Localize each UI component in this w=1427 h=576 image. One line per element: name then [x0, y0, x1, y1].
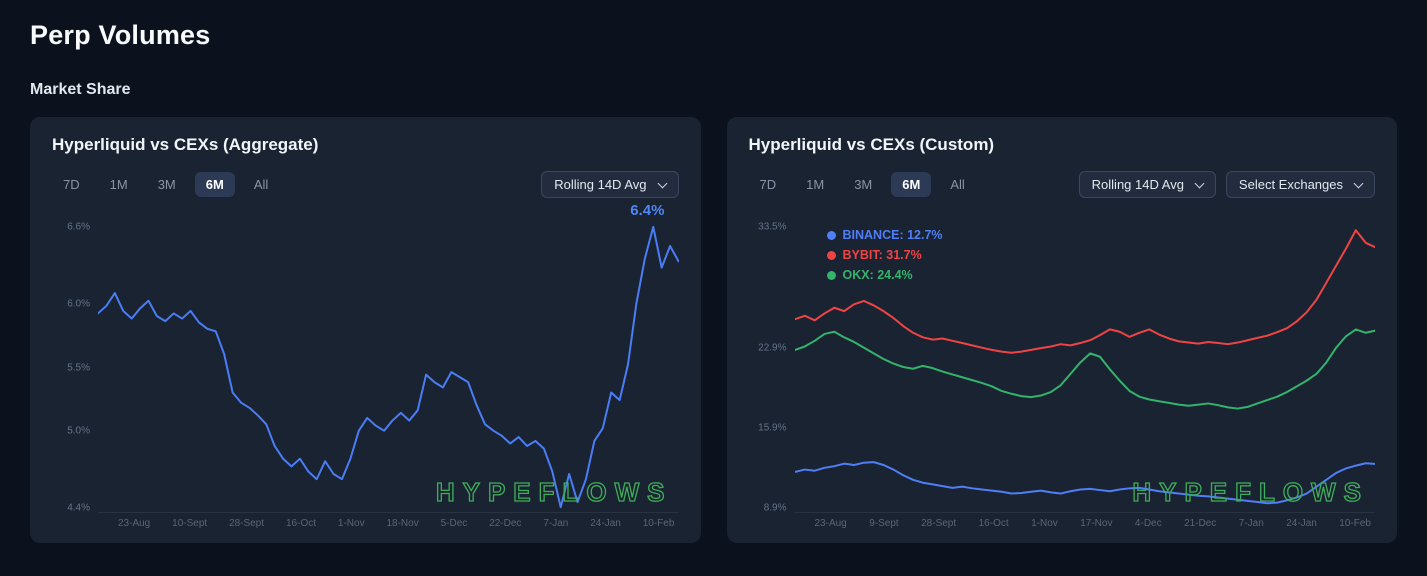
- rolling-avg-select-value: Rolling 14D Avg: [554, 177, 647, 192]
- plot-area: 33.5% 22.9% 15.9% 8.9% BINANCE: 12.7% BYBIT:…: [749, 221, 1376, 531]
- x-tick: 9-Sept: [869, 518, 899, 529]
- legend-dot-icon: [826, 270, 836, 280]
- x-tick: 28-Sept: [229, 518, 265, 529]
- x-tick: 7-Jan: [1238, 518, 1264, 529]
- charts-row: Hyperliquid vs CEXs (Aggregate) 7D 1M 3M 6M…: [30, 117, 1397, 543]
- x-tick: 24-Jan: [1286, 518, 1317, 529]
- x-tick: 4-Dec: [1134, 518, 1162, 529]
- range-tabs: 7D 1M 3M 6M All: [749, 172, 976, 197]
- x-tick: 22-Dec: [489, 518, 522, 529]
- chevron-down-icon: [1194, 178, 1205, 188]
- plot-area: 6.6% 6.0% 5.5% 5.0% 4.4% HYPEFLOWS 23-Aug 10-…: [52, 221, 679, 531]
- x-tick: 24-Jan: [590, 518, 621, 529]
- chevron-down-icon: [657, 178, 667, 188]
- legend-dot-icon: [826, 230, 836, 240]
- chart-controls: 7D 1M 3M 6M All Rolling 14D Avg: [52, 171, 679, 198]
- plot-canvas[interactable]: BINANCE: 12.7% BYBIT: 31.7% OKX: 24.4% HYP…: [794, 222, 1376, 513]
- plot-canvas[interactable]: HYPEFLOWS: [98, 222, 679, 513]
- chart-title: Hyperliquid vs CEXs (Aggregate): [52, 135, 319, 154]
- chart-controls: 7D 1M 3M 6M All Rolling 14D Avg Select Exchan…: [749, 171, 1375, 198]
- x-tick: 16-Oct: [978, 518, 1009, 529]
- y-tick: 15.9%: [758, 422, 787, 434]
- legend-item-bybit: BYBIT: 31.7%: [826, 248, 943, 262]
- x-tick: 21-Dec: [1184, 518, 1217, 529]
- x-tick: 16-Oct: [285, 518, 316, 529]
- section-title-market-share: Market Share: [30, 81, 131, 98]
- dropdowns: Rolling 14D Avg Select Exchanges: [1078, 171, 1375, 198]
- x-tick: 23-Aug: [118, 518, 151, 529]
- range-tab-6m[interactable]: 6M: [891, 172, 932, 197]
- range-tabs: 7D 1M 3M 6M All: [52, 172, 279, 197]
- range-tab-1m[interactable]: 1M: [109, 177, 128, 192]
- x-tick: 23-Aug: [814, 518, 847, 529]
- chart-title: Hyperliquid vs CEXs (Custom): [748, 135, 995, 154]
- y-tick: 5.0%: [67, 425, 90, 437]
- current-value-row: 6.4%: [52, 198, 679, 222]
- x-axis-ticks: 23-Aug 10-Sept 28-Sept 16-Oct 1-Nov 18-Nov 5-D…: [98, 513, 679, 531]
- rolling-avg-select-value: Rolling 14D Avg: [1091, 177, 1184, 192]
- x-axis-ticks: 23-Aug 9-Sept 28-Sept 16-Oct 1-Nov 17-Nov 4-De…: [795, 513, 1376, 531]
- range-tab-6m[interactable]: 6M: [194, 172, 235, 197]
- line-series-svg: [98, 222, 679, 512]
- series-line-hyperliquid: [98, 227, 679, 507]
- dropdowns: Rolling 14D Avg: [541, 171, 679, 198]
- x-tick: 28-Sept: [921, 518, 957, 529]
- legend-label: OKX: 24.4%: [842, 268, 913, 282]
- chevron-down-icon: [1353, 178, 1364, 188]
- x-tick: 10-Feb: [642, 518, 675, 529]
- x-tick: 1-Nov: [1031, 518, 1058, 529]
- rolling-avg-select[interactable]: Rolling 14D Avg: [1078, 171, 1216, 198]
- y-tick: 6.0%: [67, 298, 90, 310]
- legend-dot-icon: [826, 250, 836, 260]
- legend: BINANCE: 12.7% BYBIT: 31.7% OKX: 24.4%: [826, 228, 943, 282]
- legend-label: BINANCE: 12.7%: [842, 228, 943, 242]
- chart-card-custom: Hyperliquid vs CEXs (Custom) 7D 1M 3M 6M All…: [726, 117, 1397, 543]
- legend-label: BYBIT: 31.7%: [842, 248, 922, 262]
- range-tab-3m[interactable]: 3M: [157, 177, 176, 192]
- y-tick: 33.5%: [758, 221, 787, 233]
- x-tick: 1-Nov: [337, 518, 365, 529]
- legend-item-okx: OKX: 24.4%: [826, 268, 943, 282]
- range-tab-3m[interactable]: 3M: [854, 177, 873, 192]
- y-axis-ticks: 33.5% 22.9% 15.9% 8.9%: [749, 221, 795, 514]
- page-container: Perp Volumes Market Share Hyperliquid vs…: [30, 20, 1397, 543]
- range-tab-7d[interactable]: 7D: [63, 177, 80, 192]
- series-line-bybit: [795, 230, 1376, 353]
- legend-item-binance: BINANCE: 12.7%: [826, 228, 943, 242]
- y-tick: 4.4%: [67, 502, 90, 514]
- range-tab-all[interactable]: All: [253, 177, 269, 192]
- x-tick: 17-Nov: [1080, 518, 1113, 529]
- series-line-okx: [795, 329, 1376, 408]
- y-axis-ticks: 6.6% 6.0% 5.5% 5.0% 4.4%: [52, 221, 98, 514]
- series-line-binance: [795, 462, 1376, 503]
- y-tick: 6.6%: [67, 221, 90, 233]
- current-value-row: [749, 198, 1376, 222]
- x-tick: 10-Feb: [1339, 518, 1371, 529]
- range-tab-7d[interactable]: 7D: [759, 177, 777, 192]
- rolling-avg-select[interactable]: Rolling 14D Avg: [541, 171, 679, 198]
- exchanges-select[interactable]: Select Exchanges: [1225, 171, 1375, 198]
- exchanges-select-value: Select Exchanges: [1238, 177, 1343, 192]
- x-tick: 7-Jan: [543, 518, 569, 529]
- x-tick: 5-Dec: [440, 518, 468, 529]
- x-tick: 18-Nov: [386, 518, 419, 529]
- chart-card-aggregate: Hyperliquid vs CEXs (Aggregate) 7D 1M 3M 6M…: [30, 117, 701, 543]
- page-title: Perp Volumes: [30, 20, 211, 50]
- range-tab-all[interactable]: All: [950, 177, 965, 192]
- y-tick: 5.5%: [67, 362, 90, 373]
- range-tab-1m[interactable]: 1M: [806, 177, 825, 192]
- current-value-label: 6.4%: [630, 201, 665, 219]
- y-tick: 22.9%: [758, 342, 787, 354]
- line-series-svg: [795, 222, 1376, 512]
- x-tick: 10-Sept: [172, 518, 208, 529]
- y-tick: 8.9%: [763, 502, 787, 514]
